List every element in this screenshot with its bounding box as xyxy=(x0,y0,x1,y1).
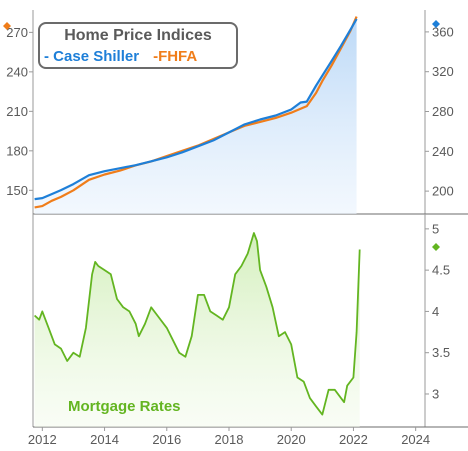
rate-axis-tick-label: 3.5 xyxy=(432,345,450,360)
right-axis-tick-label: 200 xyxy=(432,184,454,199)
mortgage-rate-plot xyxy=(33,232,361,427)
legend-title: Home Price Indices xyxy=(64,27,212,44)
mortgage-rate-marker-icon xyxy=(432,243,440,251)
case-shiller-area xyxy=(34,19,357,214)
x-axis-tick-label: 2020 xyxy=(277,432,306,447)
rate-axis-tick-label: 4 xyxy=(432,304,439,319)
left-axis-tick-label: 180 xyxy=(6,143,28,158)
axes: 150 180 210 240 270 200 240 280 320 360 3 3.5 4 4.5 5 2… xyxy=(6,24,453,447)
legend-marker-case-shiller: - xyxy=(44,48,54,65)
rate-axis-tick-label: 4.5 xyxy=(432,263,450,278)
legend-item-case-shiller: Case Shiller xyxy=(53,48,140,65)
left-axis-tick-label: 270 xyxy=(6,25,28,40)
right-axis-tick-label: 360 xyxy=(432,24,454,39)
case-shiller-line xyxy=(34,18,358,201)
right-axis-tick-label: 280 xyxy=(432,104,454,119)
legend: Home Price Indices - Case Shiller -FHFA xyxy=(38,22,238,69)
right-axis-tick-label: 320 xyxy=(432,64,454,79)
legend-item-fhfa: FHFA xyxy=(158,48,198,65)
x-axis-tick-label: 2016 xyxy=(152,432,181,447)
home-price-plot xyxy=(34,16,358,214)
mortgage-rate-area xyxy=(34,233,360,427)
mortgage-rate-line xyxy=(33,232,361,416)
right-axis-tick-label: 240 xyxy=(432,144,454,159)
left-axis-tick-label: 240 xyxy=(6,64,28,79)
x-axis-tick-label: 2022 xyxy=(339,432,368,447)
legend-entries: - Case Shiller -FHFA xyxy=(44,48,197,65)
x-axis-tick-label: 2018 xyxy=(215,432,244,447)
x-axis-tick-label: 2012 xyxy=(28,432,57,447)
mortgage-rates-label: Mortgage Rates xyxy=(68,398,181,415)
x-axis-tick-label: 2024 xyxy=(401,432,430,447)
rate-axis-tick-label: 3 xyxy=(432,386,439,401)
fhfa-line xyxy=(34,16,358,209)
left-axis-tick-label: 210 xyxy=(6,104,28,119)
x-axis-tick-label: 2014 xyxy=(90,432,119,447)
rate-axis-tick-label: 5 xyxy=(432,221,439,236)
case-shiller-axis-marker-icon xyxy=(432,20,440,28)
legend-marker-fhfa: - xyxy=(153,48,159,65)
left-axis-tick-label: 150 xyxy=(6,183,28,198)
fhfa-axis-marker-icon xyxy=(3,22,11,30)
